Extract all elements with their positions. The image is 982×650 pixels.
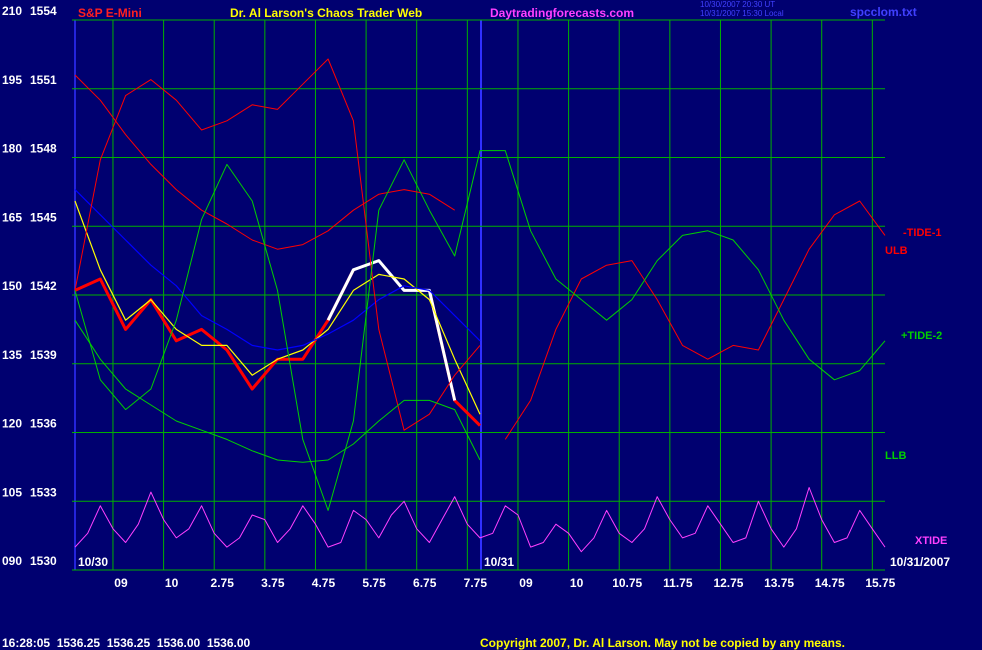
- x-tick-label: 15.75: [865, 576, 895, 590]
- date-label: 10/31: [484, 555, 514, 569]
- y-tick-label: 1551: [30, 73, 57, 87]
- x-tick-label: 7.75: [464, 576, 488, 590]
- x-tick-label: 4.75: [312, 576, 336, 590]
- date-label: 10/30: [78, 555, 108, 569]
- y2-tick-label: 120: [2, 417, 22, 431]
- x-tick-label: 10: [165, 576, 179, 590]
- y2-tick-label: 135: [2, 348, 22, 362]
- y-tick-label: 1545: [30, 210, 57, 224]
- series-line: [74, 58, 481, 431]
- x-tick-label: 6.75: [413, 576, 437, 590]
- x-tick-label: 09: [519, 576, 533, 590]
- x-tick-label: 2.75: [211, 576, 235, 590]
- x-tick-label: 10: [570, 576, 584, 590]
- y2-tick-label: 105: [2, 485, 22, 499]
- file-name: spcclom.txt: [850, 5, 917, 19]
- y2-tick-label: 195: [2, 73, 22, 87]
- timestamp: 10/31/2007 15:30 Local: [700, 9, 784, 18]
- x-tick-label: 10.75: [612, 576, 642, 590]
- series-label: ULB: [885, 245, 908, 257]
- website: Daytradingforecasts.com: [490, 6, 634, 20]
- copyright: Copyright 2007, Dr. Al Larson. May not b…: [480, 636, 845, 650]
- x-tick-label: 3.75: [261, 576, 285, 590]
- chart-title: S&P E-Mini: [78, 6, 142, 20]
- y-tick-label: 1533: [30, 485, 57, 499]
- x-tick-label: 13.75: [764, 576, 794, 590]
- y-tick-label: 1548: [30, 142, 57, 156]
- y2-tick-label: 210: [2, 4, 22, 18]
- series-line: [74, 487, 886, 553]
- y2-tick-label: 150: [2, 279, 22, 293]
- quote-line: 16:28:05 1536.25 1536.25 1536.00 1536.00: [2, 636, 251, 650]
- y-tick-label: 1554: [30, 4, 57, 18]
- x-tick-label: 09: [114, 576, 128, 590]
- date-label: 10/31/2007: [890, 555, 950, 569]
- y2-tick-label: 090: [2, 554, 22, 568]
- x-tick-label: 12.75: [713, 576, 743, 590]
- series-line: [74, 319, 481, 463]
- y-tick-label: 1536: [30, 417, 57, 431]
- x-tick-label: 11.75: [663, 576, 693, 590]
- x-tick-label: 14.75: [815, 576, 845, 590]
- series-line: [74, 200, 481, 415]
- y2-tick-label: 165: [2, 210, 22, 224]
- chart-subtitle: Dr. Al Larson's Chaos Trader Web: [230, 6, 422, 20]
- timestamp: 10/30/2007 20:30 UT: [700, 0, 775, 9]
- series-line: [74, 189, 481, 351]
- series-line: [74, 150, 886, 511]
- series-label: -TIDE-1: [903, 227, 942, 239]
- y-tick-label: 1542: [30, 279, 57, 293]
- y-tick-label: 1530: [30, 554, 57, 568]
- y2-tick-label: 180: [2, 142, 22, 156]
- x-tick-label: 5.75: [362, 576, 386, 590]
- series-label: XTIDE: [915, 535, 947, 547]
- series-label: +TIDE-2: [901, 330, 942, 342]
- y-tick-label: 1539: [30, 348, 57, 362]
- series-label: LLB: [885, 450, 906, 462]
